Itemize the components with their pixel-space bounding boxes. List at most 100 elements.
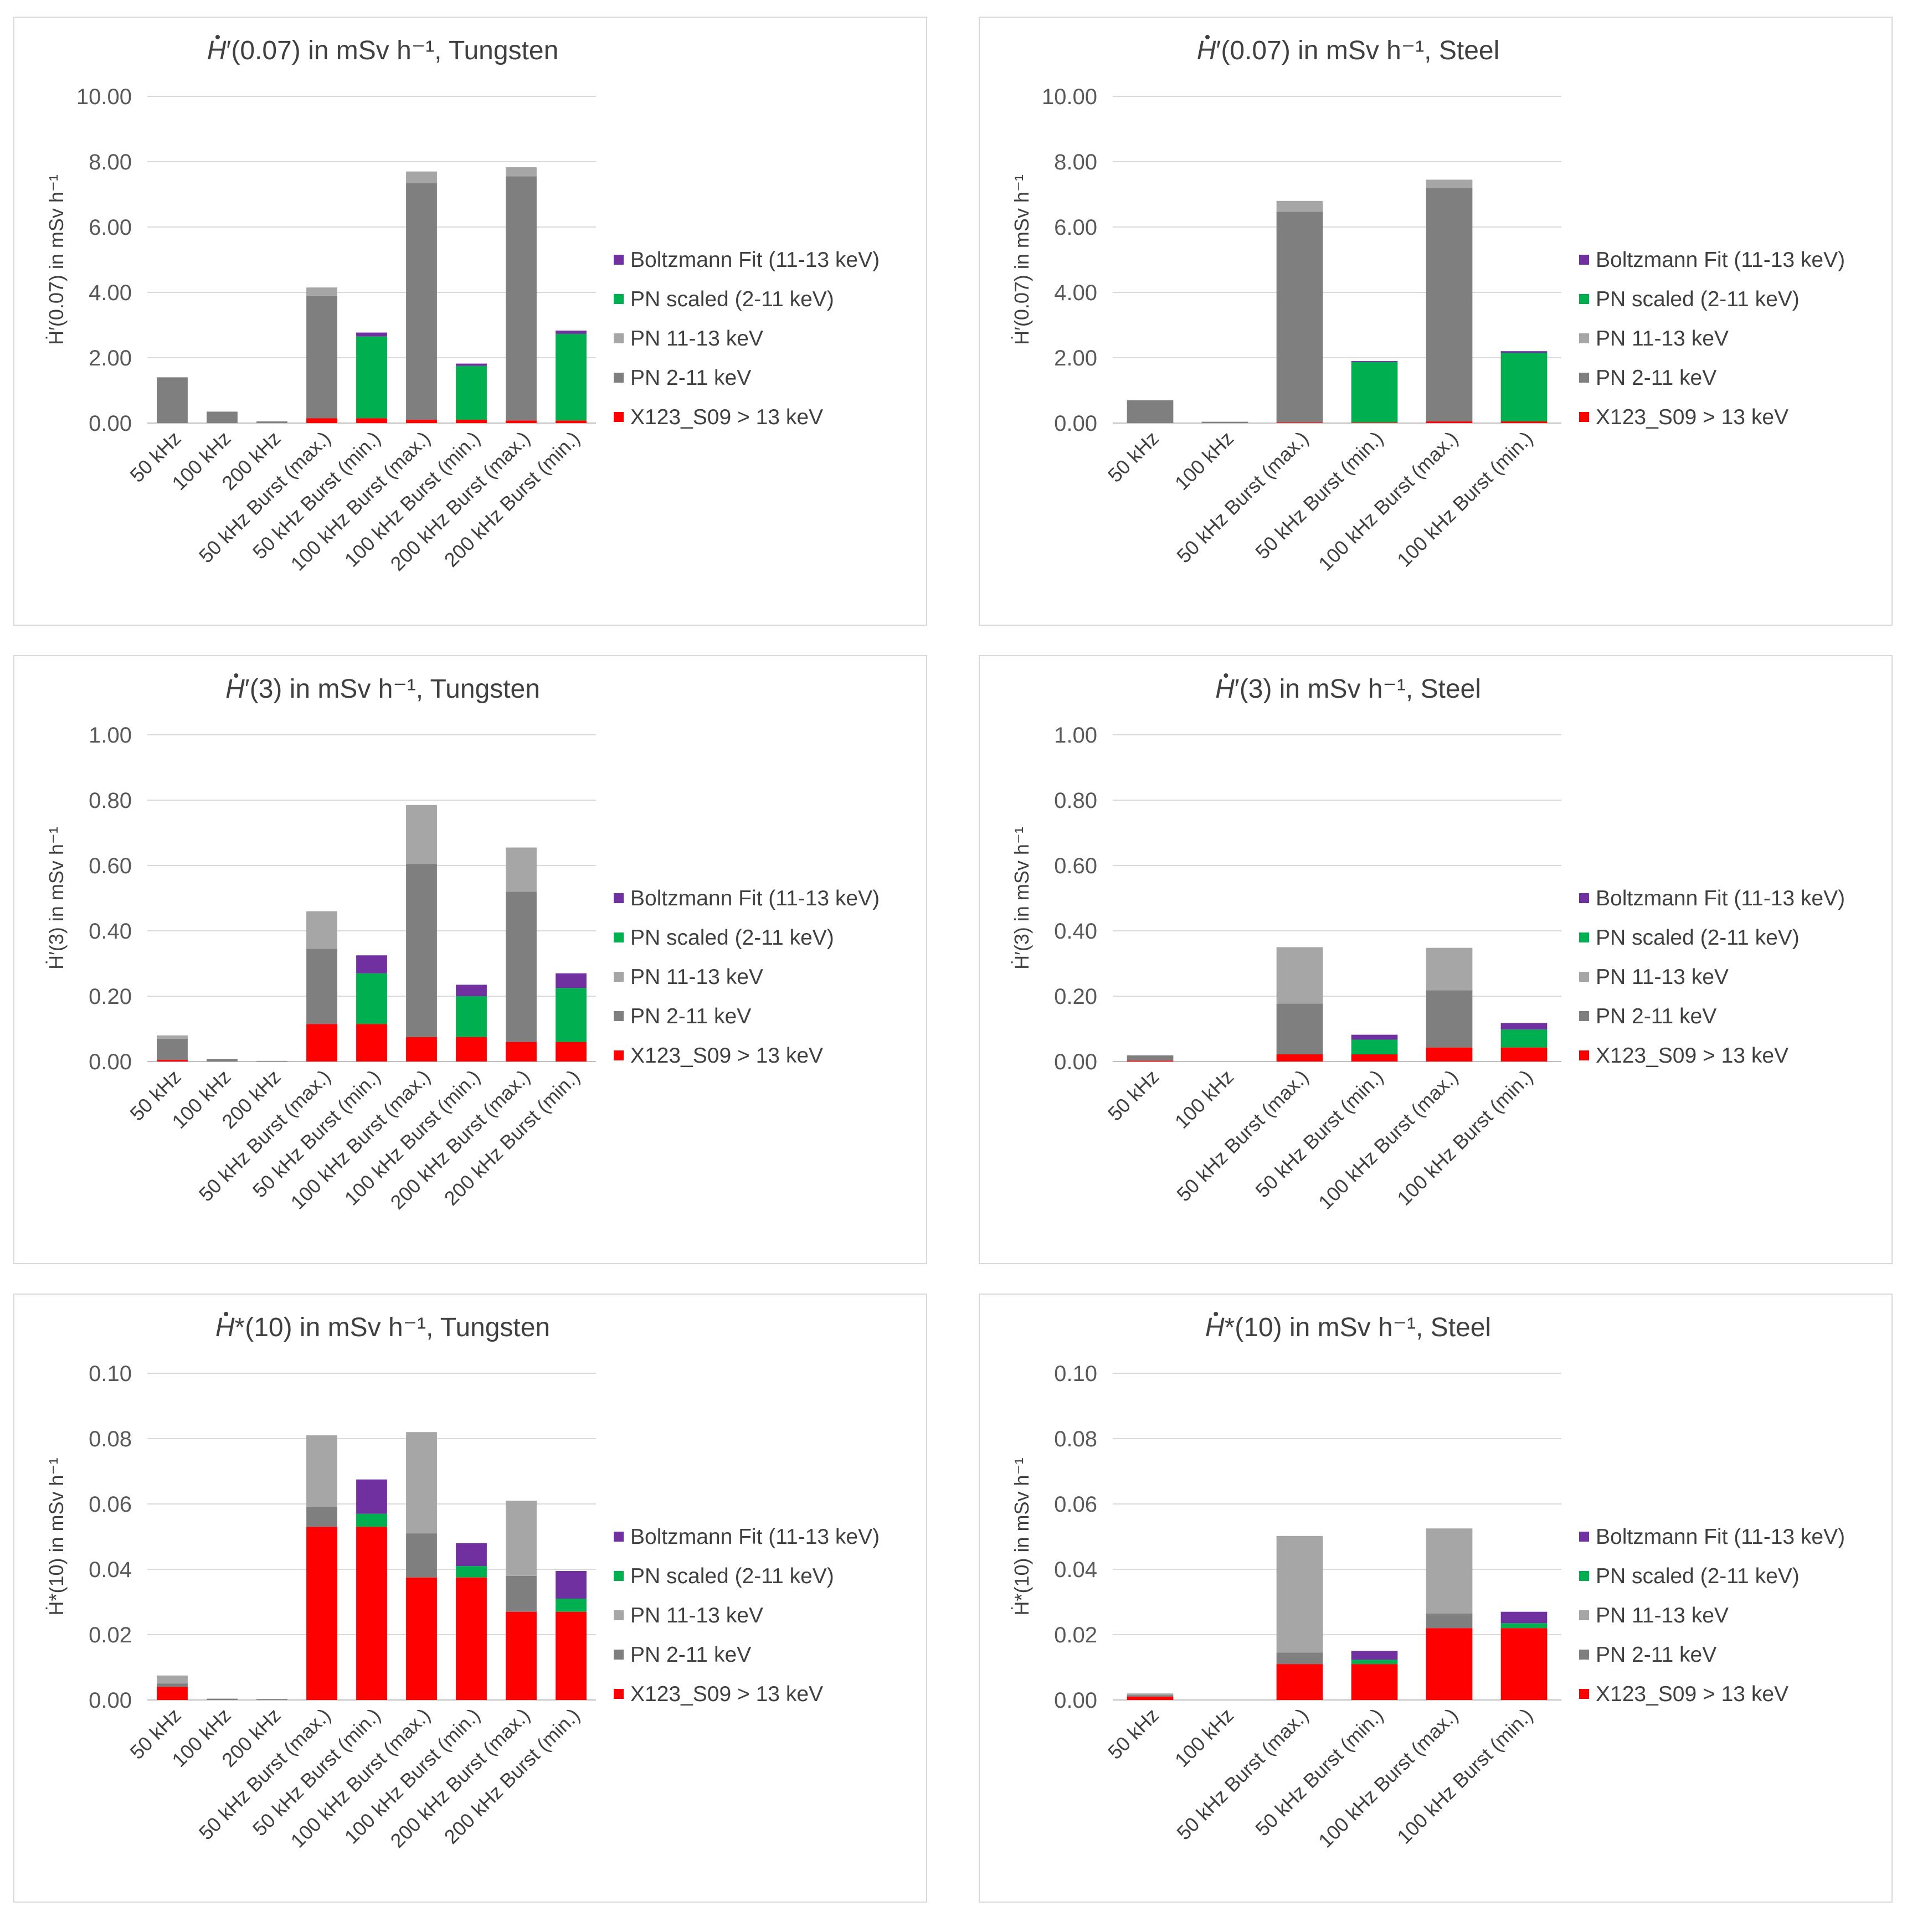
bar-segment-x123 [306, 418, 337, 423]
bar-segment-pns [356, 336, 387, 419]
bar-segment-boltz [356, 1479, 387, 1514]
y-tick-label: 0.08 [89, 1427, 132, 1451]
bar-segment-pn1113 [1127, 1693, 1174, 1696]
x-tick-label: 50 kHz [1103, 1704, 1163, 1764]
bar-segment-pn1113 [157, 1035, 188, 1039]
bar-segment-pn211 [406, 183, 437, 420]
legend-label-pns: PN scaled (2-11 keV) [630, 926, 834, 950]
legend-swatch-pn211 [1579, 373, 1589, 383]
y-tick-label: 6.00 [1054, 215, 1097, 240]
bar-segment-pn1113 [306, 287, 337, 296]
bar-segment-pn1113 [506, 1501, 537, 1576]
legend-label-pn211: PN 2-11 keV [630, 366, 751, 390]
y-tick-label: 0.00 [1054, 411, 1097, 436]
x-tick-label: 100 kHz Burst (max.) [1314, 427, 1462, 575]
title-dot-accent [234, 673, 239, 678]
chart-title: H′(0.07) in mSv h⁻¹, Tungsten [207, 36, 559, 65]
legend-swatch-pn211 [614, 1650, 624, 1660]
bar-segment-pns [1351, 1660, 1398, 1665]
legend-swatch-pn1113 [1579, 333, 1589, 343]
legend-swatch-boltz [1579, 255, 1589, 265]
y-tick-label: 1.00 [89, 723, 132, 748]
chart-title: H*(10) in mSv h⁻¹, Steel [1205, 1313, 1491, 1342]
bar-segment-pn1113 [406, 171, 437, 183]
bar-segment-pn1113 [306, 1435, 337, 1507]
bar-segment-x123 [306, 1024, 337, 1062]
legend-label-pn1113: PN 11-13 keV [1596, 965, 1729, 989]
legend-swatch-boltz [1579, 1532, 1589, 1542]
bar-segment-pn211 [506, 176, 537, 421]
y-tick-label: 4.00 [89, 281, 132, 305]
bar-segment-pns [1500, 353, 1548, 422]
bar-segment-pn211 [506, 1575, 537, 1612]
y-tick-label: 0.40 [1054, 919, 1097, 944]
bar-segment-pn1113 [1426, 179, 1473, 188]
bar-segment-pns [1351, 362, 1398, 423]
bar-segment-x123 [306, 1527, 337, 1700]
bar-segment-boltz [1500, 1611, 1548, 1624]
bar-segment-pn211 [1127, 1055, 1174, 1061]
legend-swatch-boltz [614, 1532, 624, 1542]
legend-swatch-x123 [1579, 1689, 1589, 1699]
x-tick-label: 50 kHz Burst (min.) [1251, 427, 1387, 564]
bar-segment-pn1113 [306, 911, 337, 949]
legend-swatch-boltz [1579, 893, 1589, 903]
legend-swatch-x123 [614, 1050, 624, 1060]
y-tick-label: 6.00 [89, 215, 132, 240]
bar-segment-x123 [456, 1577, 487, 1700]
legend-label-pn211: PN 2-11 keV [1596, 1004, 1716, 1028]
x-tick-label: 100 kHz Burst (min.) [1392, 1704, 1537, 1848]
bar-segment-x123 [356, 1527, 387, 1700]
legend-label-pns: PN scaled (2-11 keV) [1596, 287, 1800, 311]
y-tick-label: 0.20 [89, 985, 132, 1009]
y-axis-label: Ḣ′(0.07) in mSv h⁻¹ [1010, 174, 1033, 345]
y-tick-label: 0.00 [1054, 1688, 1097, 1713]
bar-segment-pn211 [406, 864, 437, 1037]
bar-segment-x123 [456, 420, 487, 423]
bar-segment-x123 [1426, 421, 1473, 423]
bar-segment-pn1113 [406, 805, 437, 864]
legend-label-boltz: Boltzmann Fit (11-13 keV) [630, 887, 880, 910]
legend-label-x123: X123_S09 > 13 keV [1596, 1044, 1788, 1068]
y-tick-label: 0.00 [89, 411, 132, 436]
bar-segment-x123 [506, 420, 537, 423]
y-tick-label: 0.06 [1054, 1492, 1097, 1517]
bar-segment-x123 [1426, 1628, 1473, 1700]
bar-segment-x123 [456, 1037, 487, 1062]
y-axis-label: Ḣ′(0.07) in mSv h⁻¹ [45, 174, 68, 345]
legend-swatch-pn211 [614, 373, 624, 383]
bar-segment-pn1113 [1276, 947, 1323, 1004]
bar-segment-x123 [157, 1687, 188, 1700]
legend-swatch-pns [614, 932, 624, 942]
y-tick-label: 0.10 [1054, 1362, 1097, 1386]
y-tick-label: 8.00 [89, 150, 132, 174]
chart-title-symbol: H [1205, 1313, 1225, 1342]
legend-label-pns: PN scaled (2-11 keV) [1596, 1564, 1800, 1588]
legend-label-x123: X123_S09 > 13 keV [630, 405, 823, 429]
bar-segment-pn211 [1127, 400, 1174, 423]
y-tick-label: 0.02 [1054, 1623, 1097, 1647]
bar-segment-pn211 [157, 1683, 188, 1687]
legend-swatch-pns [1579, 1571, 1589, 1581]
chart-title-text: *(10) in mSv h⁻¹, Steel [1225, 1313, 1492, 1342]
legend-label-pns: PN scaled (2-11 keV) [1596, 926, 1800, 950]
legend-label-pn1113: PN 11-13 keV [1596, 327, 1729, 351]
bar-segment-x123 [556, 1042, 587, 1062]
bar-segment-pn1113 [157, 1675, 188, 1684]
bar-segment-pn211 [256, 421, 287, 423]
bar-segment-pn211 [406, 1533, 437, 1578]
bar-segment-x123 [356, 418, 387, 423]
chart-svg: H*(10) in mSv h⁻¹, Steel 0.00 0.02 0.04 0.06… [1010, 1312, 1845, 1852]
chart-svg: H*(10) in mSv h⁻¹, Tungsten 0.00 0.02 0.04 0… [45, 1312, 880, 1852]
x-tick-label: 100 kHz Burst (max.) [1314, 1704, 1462, 1852]
bar-segment-pn211 [1276, 212, 1323, 423]
bar-segment-x123 [157, 1060, 188, 1062]
y-tick-label: 0.00 [1054, 1050, 1097, 1074]
legend-swatch-x123 [614, 412, 624, 422]
x-tick-label: 50 kHz [1103, 1065, 1163, 1125]
legend-swatch-pn1113 [614, 1610, 624, 1620]
legend-label-x123: X123_S09 > 13 keV [630, 1682, 823, 1706]
chart-svg: H′(3) in mSv h⁻¹, Tungsten 0.00 0.20 0.40 0.… [45, 673, 880, 1214]
legend-swatch-x123 [614, 1689, 624, 1699]
legend-swatch-pns [1579, 294, 1589, 304]
